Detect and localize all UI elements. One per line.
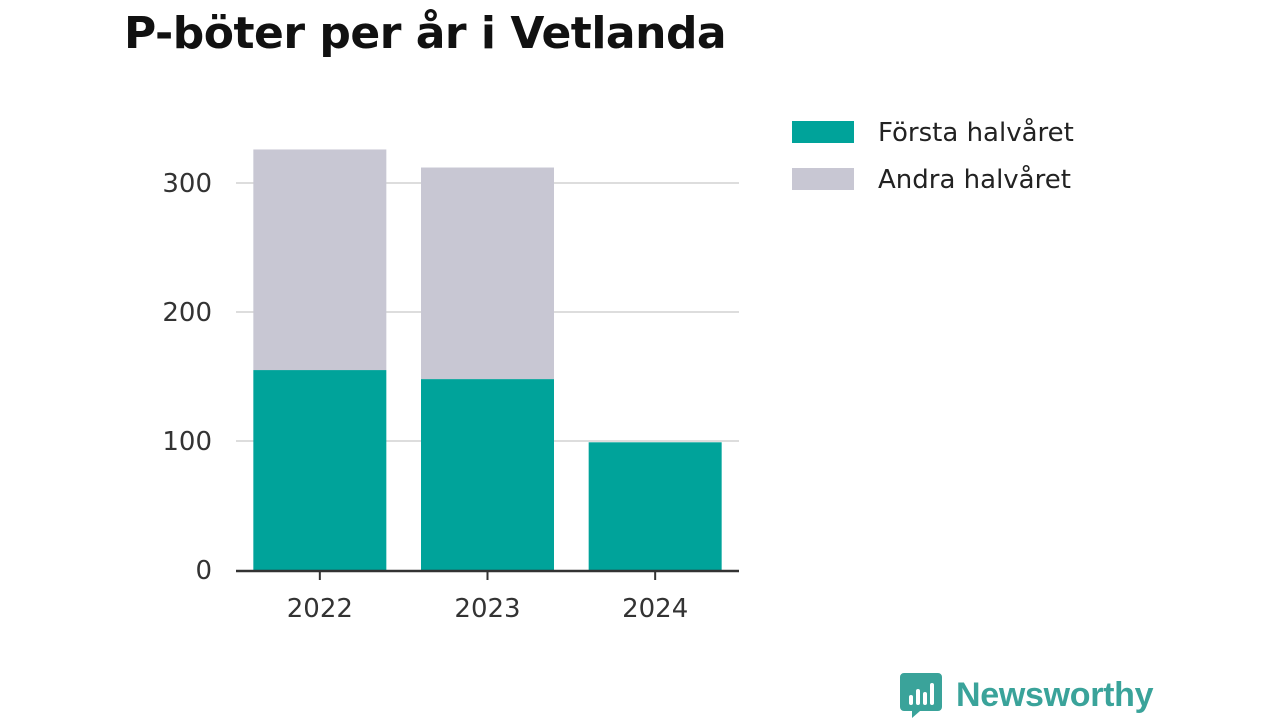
y-tick-label: 300 <box>162 169 212 199</box>
bar-chart-speech-bubble-icon <box>900 673 942 718</box>
bar-segment <box>253 149 387 371</box>
y-axis-tick-labels: 0 100 200 300 <box>162 169 212 586</box>
legend-swatch <box>792 121 854 143</box>
bars <box>253 149 722 570</box>
brand-name: Newsworthy <box>956 675 1154 714</box>
legend-swatch <box>792 168 854 190</box>
bar-segment <box>253 370 387 570</box>
bar-segment <box>421 379 554 570</box>
x-tick-label: 2024 <box>622 594 688 624</box>
y-tick-label: 0 <box>195 556 212 586</box>
legend: Första halvåret Andra halvåret <box>792 117 1074 195</box>
legend-label: Första halvåret <box>878 117 1074 148</box>
legend-label: Andra halvåret <box>878 164 1071 195</box>
y-tick-label: 100 <box>162 427 212 457</box>
bar-segment <box>588 442 722 570</box>
x-axis-ticks: 2022 2023 2024 <box>287 571 688 624</box>
x-tick-label: 2023 <box>454 594 520 624</box>
bar-segment <box>421 167 554 380</box>
brand-logo-area: Newsworthy <box>900 670 1154 720</box>
y-tick-label: 200 <box>162 298 212 328</box>
chart-title: P-böter per år i Vetlanda <box>124 8 727 59</box>
x-tick-label: 2022 <box>287 594 353 624</box>
